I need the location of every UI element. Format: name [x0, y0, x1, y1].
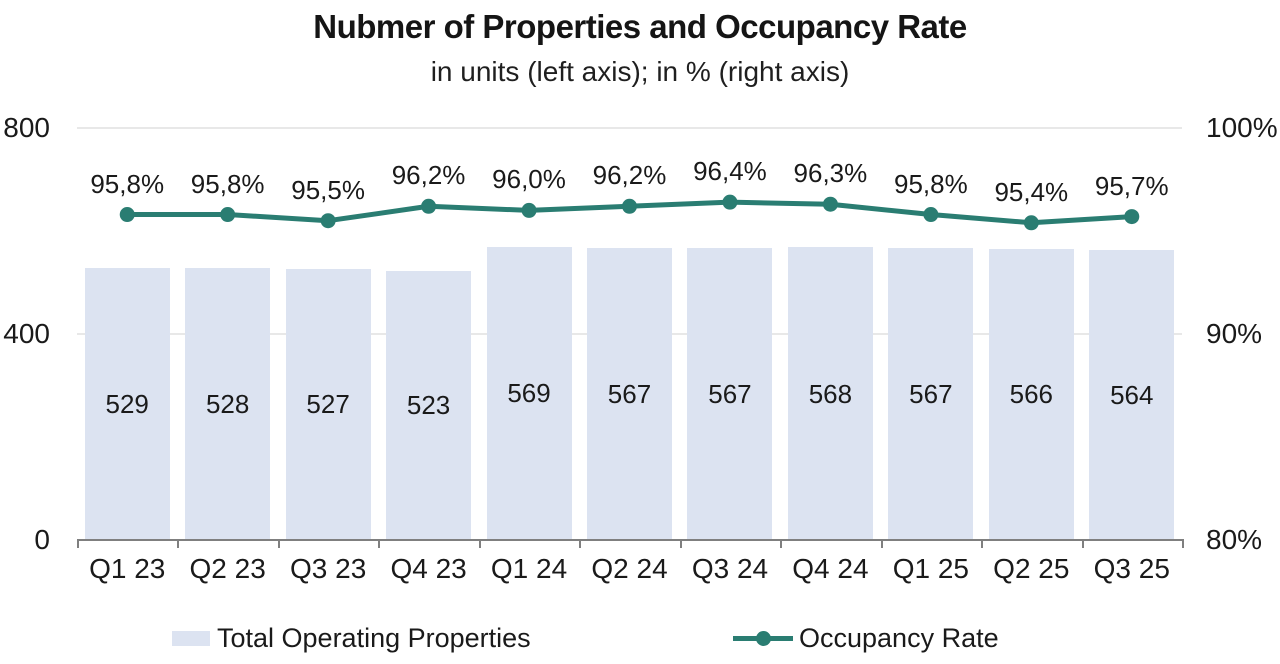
- axis-tick: [981, 539, 984, 548]
- point-value-label: 95,8%: [893, 168, 968, 199]
- axis-tick: [277, 539, 280, 548]
- x-axis-label: Q1 25: [892, 553, 969, 584]
- right-axis-tick-label: 100%: [1206, 112, 1278, 143]
- axis-tick: [1182, 539, 1184, 548]
- legend-label: Occupancy Rate: [799, 622, 999, 653]
- point-value-label: 96,2%: [592, 160, 667, 191]
- bar: [386, 270, 472, 540]
- left-axis-tick-label: 400: [3, 318, 50, 349]
- bar-value-label: 567: [708, 378, 752, 409]
- bar-value-label: 527: [306, 389, 350, 420]
- point-value-label: 95,7%: [1094, 170, 1169, 201]
- x-axis-label: Q3 24: [691, 553, 769, 584]
- line-point: [220, 207, 236, 223]
- axis-tick: [679, 539, 682, 548]
- bar-value-label: 564: [1110, 379, 1154, 410]
- point-value-label: 96,0%: [492, 164, 566, 195]
- bar-value-label: 567: [607, 378, 652, 409]
- bar-value-label: 567: [909, 378, 953, 409]
- x-axis-label: Q3 25: [1093, 553, 1170, 584]
- line-swatch-icon: [733, 630, 793, 646]
- line-point: [1023, 215, 1039, 231]
- x-axis-label: Q4 24: [792, 553, 869, 584]
- axis-tick: [579, 539, 582, 548]
- bar: [687, 247, 773, 540]
- axis-tick: [378, 539, 381, 548]
- x-axis-label: Q4 23: [390, 553, 467, 584]
- legend-item-occupancy-rate: Occupancy Rate: [733, 618, 999, 658]
- bar-value-label: 528: [205, 389, 250, 420]
- line-point: [622, 198, 637, 214]
- bar-value-label: 529: [105, 388, 149, 419]
- line-point: [119, 207, 135, 223]
- x-axis-label: Q1 24: [490, 553, 568, 584]
- gridline: [77, 127, 1182, 129]
- bar: [1089, 249, 1175, 540]
- point-value-label: 96,2%: [391, 160, 466, 191]
- point-value-label: 95,4%: [994, 176, 1069, 207]
- x-axis-label: Q2 23: [189, 553, 266, 584]
- bar-value-label: 569: [507, 378, 551, 409]
- x-axis-line: [77, 539, 1184, 541]
- bar: [185, 268, 271, 540]
- bar: [988, 248, 1074, 540]
- left-axis-tick-label: 0: [34, 524, 50, 555]
- point-value-label: 95,8%: [90, 168, 165, 199]
- bar-value-label: 566: [1009, 379, 1053, 410]
- axis-tick: [880, 539, 883, 548]
- line-point: [421, 198, 437, 214]
- legend: Total Operating Properties Occupancy Rat…: [0, 618, 1280, 658]
- axis-tick: [1081, 539, 1084, 548]
- x-axis-label: Q3 23: [289, 553, 367, 584]
- bar: [587, 247, 672, 540]
- bar: [888, 247, 974, 540]
- line-point: [1124, 209, 1140, 225]
- point-value-label: 95,8%: [190, 168, 265, 199]
- point-value-label: 96,4%: [693, 156, 767, 187]
- legend-item-total-operating-properties: Total Operating Properties: [172, 618, 531, 658]
- chart-title: Nubmer of Properties and Occupancy Rate: [313, 8, 967, 45]
- right-axis-tick-label: 90%: [1206, 318, 1263, 349]
- x-axis-label: Q2 24: [591, 553, 668, 584]
- bar: [486, 246, 572, 540]
- legend-label: Total Operating Properties: [217, 622, 531, 653]
- axis-tick: [177, 539, 180, 548]
- bar: [285, 268, 371, 540]
- x-axis-label: Q2 25: [993, 553, 1070, 584]
- x-axis-label: Q1 23: [89, 553, 166, 584]
- line-point: [320, 213, 336, 229]
- chart-subtitle: in units (left axis); in % (right axis): [430, 56, 850, 87]
- bar: [84, 267, 170, 540]
- bar-value-label: 523: [406, 390, 451, 421]
- axis-tick: [77, 539, 79, 548]
- line-point: [923, 207, 939, 223]
- right-axis-tick-label: 80%: [1206, 524, 1263, 555]
- line-point: [822, 196, 838, 212]
- point-value-label: 95,5%: [291, 174, 365, 205]
- bar-value-label: 568: [808, 378, 853, 409]
- bar-swatch-icon: [172, 630, 210, 646]
- axis-tick: [478, 539, 481, 548]
- point-value-label: 96,3%: [793, 158, 868, 189]
- bar: [787, 247, 873, 540]
- line-point: [521, 202, 537, 218]
- line-point: [722, 194, 738, 210]
- left-axis-tick-label: 800: [3, 112, 50, 143]
- axis-tick: [780, 539, 783, 548]
